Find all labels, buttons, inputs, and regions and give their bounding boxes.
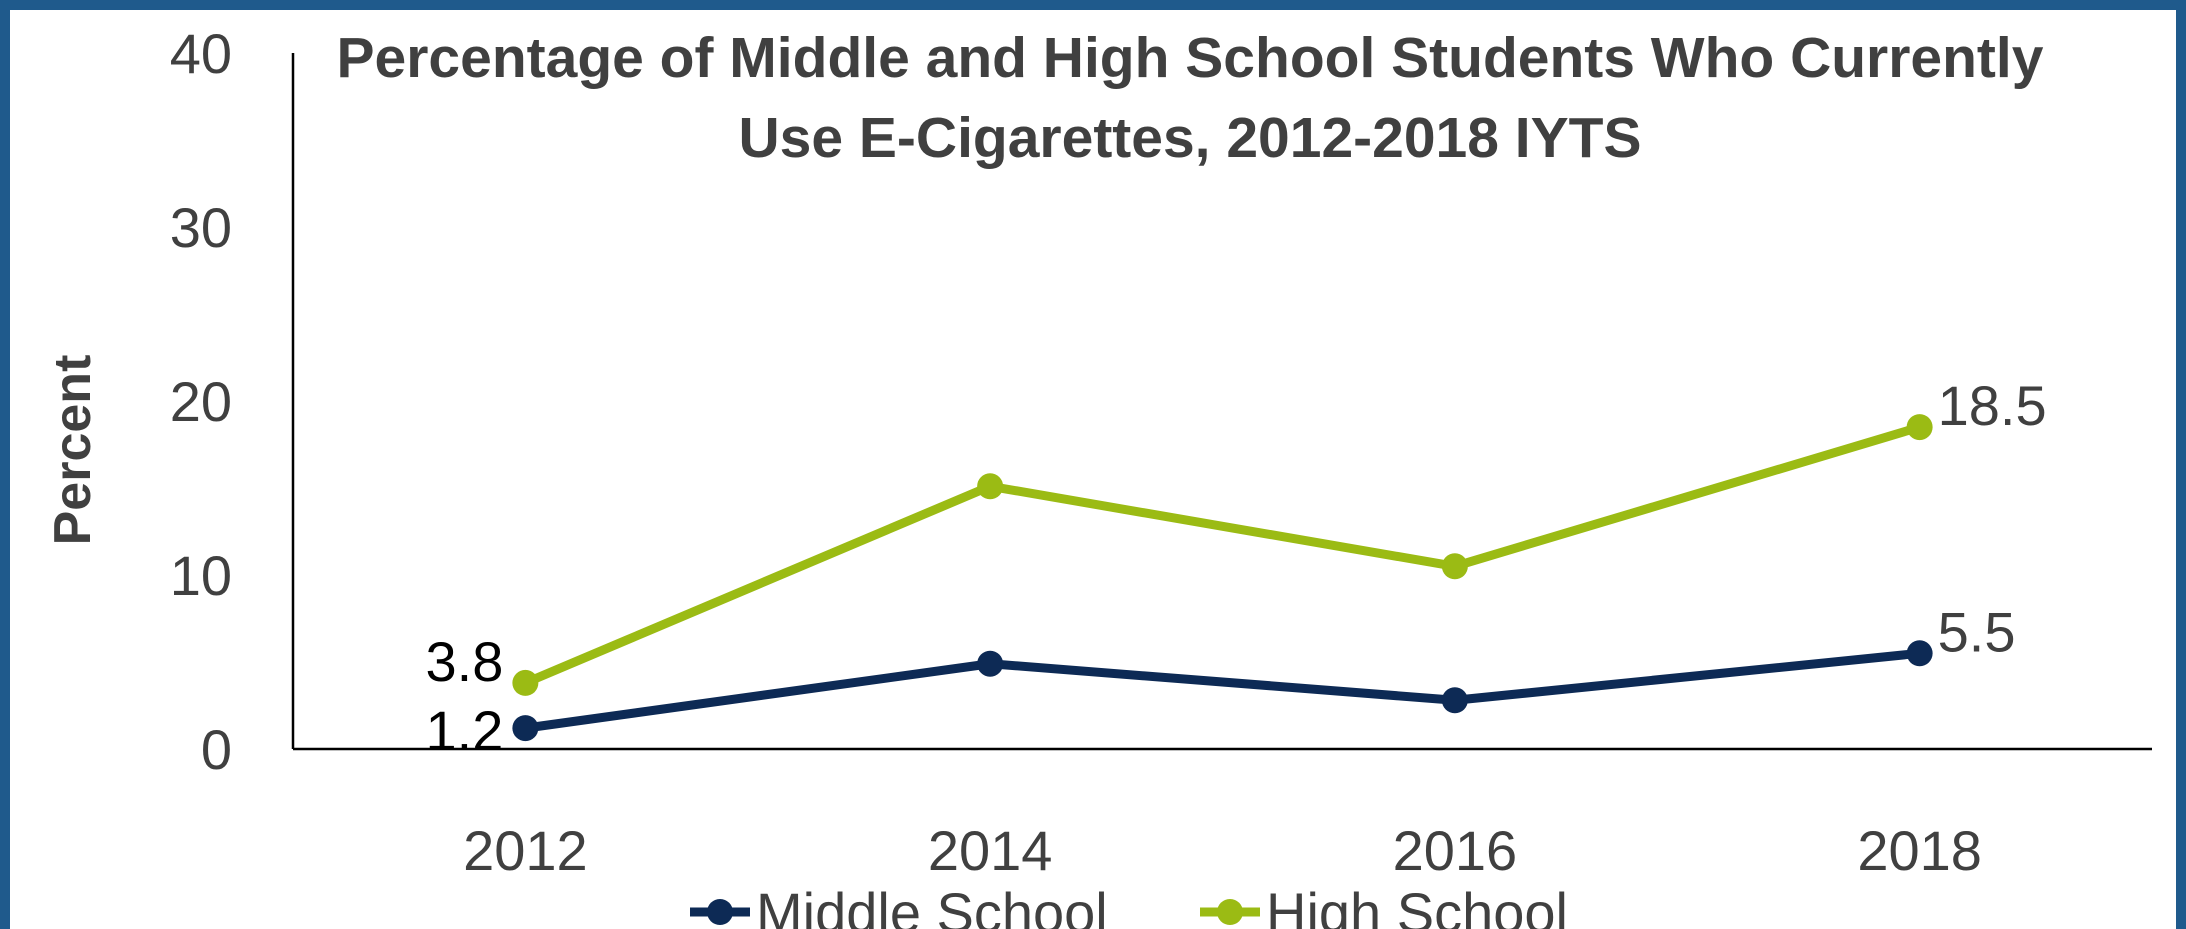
x-axis-ticks: 2012 2014 2016 2018 xyxy=(463,819,1982,882)
data-point xyxy=(977,650,1004,677)
series-layer: 1.2 5.5 3.8 18.5 xyxy=(426,374,2047,762)
line-chart: Percentage of Middle and High School Stu… xyxy=(44,22,2152,929)
legend-swatch-marker xyxy=(1217,899,1243,925)
data-label: 3.8 xyxy=(426,630,504,693)
data-point xyxy=(512,669,539,696)
data-point xyxy=(1906,414,1933,441)
data-point xyxy=(1906,640,1933,667)
legend: Middle School High School xyxy=(690,881,1568,929)
x-tick-label: 2012 xyxy=(463,819,588,882)
y-tick-label: 0 xyxy=(201,718,232,781)
y-tick-label: 30 xyxy=(170,196,232,259)
data-label: 1.2 xyxy=(426,699,504,762)
x-tick-label: 2016 xyxy=(1393,819,1518,882)
legend-label: High School xyxy=(1266,881,1568,929)
x-tick-label: 2018 xyxy=(1857,819,1982,882)
series-line-middle-school xyxy=(520,648,1925,733)
y-tick-label: 10 xyxy=(170,544,232,607)
y-axis-ticks: 0 10 20 30 40 xyxy=(170,22,232,781)
data-point xyxy=(512,715,539,742)
data-label: 18.5 xyxy=(1938,374,2047,437)
legend-swatch-marker xyxy=(707,899,733,925)
y-tick-label: 40 xyxy=(170,22,232,85)
chart-title-line-1: Percentage of Middle and High School Stu… xyxy=(337,26,2044,90)
y-tick-label: 20 xyxy=(170,370,232,433)
chart-title-line-2: Use E-Cigarettes, 2012-2018 IYTS xyxy=(739,106,1642,170)
legend-label: Middle School xyxy=(756,881,1108,929)
x-tick-label: 2014 xyxy=(928,819,1053,882)
chart-frame: Percentage of Middle and High School Stu… xyxy=(10,10,2176,929)
data-point xyxy=(1441,687,1468,714)
data-label: 5.5 xyxy=(1938,600,2016,663)
data-point xyxy=(977,473,1004,500)
series-line-high-school xyxy=(520,422,1925,688)
y-axis-label: Percent xyxy=(44,355,102,546)
data-point xyxy=(1441,553,1468,580)
